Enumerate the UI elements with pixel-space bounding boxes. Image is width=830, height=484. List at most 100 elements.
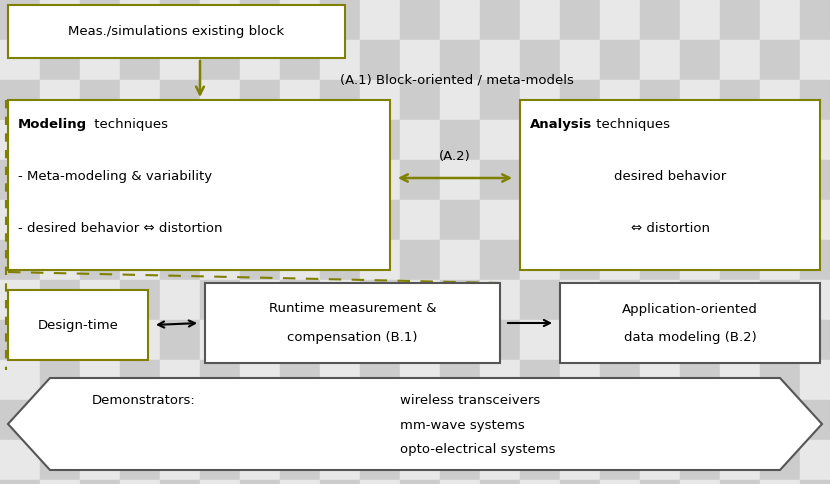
Text: mm-wave systems: mm-wave systems	[400, 419, 525, 432]
Bar	[680, 80, 720, 120]
Text: wireless transceivers: wireless transceivers	[400, 393, 540, 407]
Bar	[760, 80, 800, 120]
Bar	[400, 280, 440, 320]
Bar	[0, 40, 40, 80]
Bar	[760, 160, 800, 200]
Bar	[720, 480, 760, 484]
Bar	[440, 480, 480, 484]
Bar	[400, 360, 440, 400]
Bar	[360, 200, 400, 240]
Bar	[640, 320, 680, 360]
Bar	[320, 280, 360, 320]
Bar	[360, 400, 400, 440]
Bar	[280, 40, 320, 80]
Bar	[160, 480, 200, 484]
Bar	[320, 480, 360, 484]
Bar	[400, 320, 440, 360]
Bar	[160, 80, 200, 120]
Bar	[80, 80, 120, 120]
Bar	[200, 40, 240, 80]
Bar	[640, 200, 680, 240]
Bar	[400, 480, 440, 484]
Bar	[80, 120, 120, 160]
Bar	[320, 320, 360, 360]
Bar	[0, 240, 40, 280]
Bar	[480, 320, 520, 360]
Bar	[440, 160, 480, 200]
Bar	[360, 320, 400, 360]
Bar	[720, 120, 760, 160]
Bar	[560, 240, 600, 280]
Bar	[520, 0, 560, 40]
Bar	[240, 320, 280, 360]
Bar	[800, 200, 830, 240]
Text: Demonstrators:: Demonstrators:	[91, 393, 195, 407]
Bar	[720, 440, 760, 480]
Text: Modeling: Modeling	[18, 118, 87, 131]
Bar	[40, 240, 80, 280]
Bar	[720, 400, 760, 440]
Text: opto-electrical systems: opto-electrical systems	[400, 443, 555, 456]
Bar	[640, 80, 680, 120]
Bar	[320, 400, 360, 440]
Text: Application-oriented: Application-oriented	[622, 302, 758, 316]
Bar	[40, 440, 80, 480]
Bar	[0, 480, 40, 484]
Bar	[160, 440, 200, 480]
Bar	[760, 360, 800, 400]
Bar	[560, 160, 600, 200]
Bar	[240, 40, 280, 80]
Bar	[160, 0, 200, 40]
Bar	[680, 440, 720, 480]
Bar	[280, 240, 320, 280]
Bar	[800, 280, 830, 320]
Bar	[600, 240, 640, 280]
Bar	[440, 360, 480, 400]
Bar	[0, 200, 40, 240]
Bar	[80, 240, 120, 280]
Bar	[8, 5, 345, 58]
Bar	[600, 80, 640, 120]
Bar	[800, 440, 830, 480]
Bar	[160, 280, 200, 320]
Bar	[120, 280, 160, 320]
Bar	[0, 0, 40, 40]
Bar	[400, 80, 440, 120]
Bar	[120, 480, 160, 484]
Bar	[560, 400, 600, 440]
Text: Design-time: Design-time	[37, 318, 119, 332]
Bar	[720, 360, 760, 400]
Bar	[600, 0, 640, 40]
Bar	[160, 360, 200, 400]
Bar	[40, 480, 80, 484]
Bar	[320, 40, 360, 80]
Bar	[600, 40, 640, 80]
Bar	[80, 400, 120, 440]
Bar	[120, 40, 160, 80]
Bar	[120, 320, 160, 360]
Bar	[480, 200, 520, 240]
Text: techniques: techniques	[592, 118, 670, 131]
Bar	[360, 440, 400, 480]
Bar	[760, 440, 800, 480]
Bar	[240, 120, 280, 160]
Bar	[40, 280, 80, 320]
Text: (A.1) Block-oriented / meta-models: (A.1) Block-oriented / meta-models	[340, 74, 574, 87]
Bar	[800, 40, 830, 80]
Bar	[600, 320, 640, 360]
Bar	[120, 120, 160, 160]
Bar	[320, 360, 360, 400]
Bar	[240, 0, 280, 40]
Bar	[480, 440, 520, 480]
Bar	[360, 240, 400, 280]
Bar	[320, 200, 360, 240]
Bar	[8, 290, 148, 360]
Bar	[120, 80, 160, 120]
Bar	[40, 160, 80, 200]
Bar	[720, 320, 760, 360]
Text: techniques: techniques	[90, 118, 168, 131]
Bar	[600, 280, 640, 320]
Bar	[440, 200, 480, 240]
Bar	[520, 120, 560, 160]
Bar	[40, 80, 80, 120]
